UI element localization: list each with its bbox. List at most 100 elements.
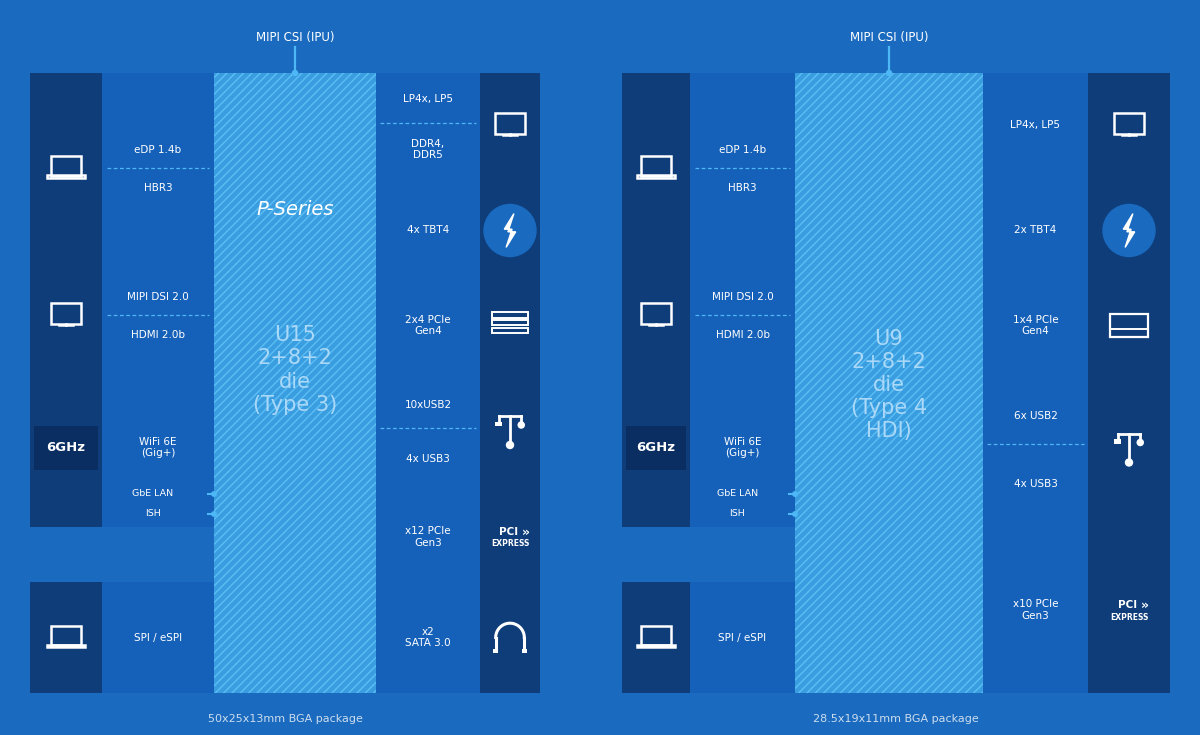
Bar — [622, 73, 690, 263]
Bar — [480, 178, 540, 283]
Bar — [794, 73, 983, 693]
Bar — [794, 73, 983, 693]
Text: x10 PCIe
Gen3: x10 PCIe Gen3 — [1013, 599, 1058, 621]
Bar — [622, 582, 690, 693]
Bar — [492, 320, 528, 326]
Circle shape — [887, 71, 892, 76]
Text: eDP 1.4b: eDP 1.4b — [134, 145, 181, 155]
Text: PCI: PCI — [1118, 600, 1138, 610]
Text: 10xUSB2: 10xUSB2 — [404, 400, 451, 410]
Circle shape — [1136, 439, 1144, 446]
Text: 50x25x13mm BGA package: 50x25x13mm BGA package — [208, 714, 362, 724]
Circle shape — [293, 71, 298, 76]
Bar — [492, 649, 498, 653]
Text: HDMI 2.0b: HDMI 2.0b — [131, 331, 185, 340]
Text: GbE LAN: GbE LAN — [132, 490, 174, 498]
Bar — [480, 582, 540, 693]
Text: eDP 1.4b: eDP 1.4b — [719, 145, 766, 155]
Circle shape — [1103, 204, 1154, 257]
Bar — [622, 527, 690, 582]
Circle shape — [793, 492, 797, 496]
Bar — [492, 312, 528, 318]
Bar — [983, 368, 1088, 527]
Bar — [102, 73, 214, 263]
Polygon shape — [1123, 214, 1135, 248]
Bar — [622, 368, 690, 527]
Bar — [102, 582, 214, 693]
Bar — [480, 283, 540, 368]
Text: HBR3: HBR3 — [144, 183, 173, 193]
Bar — [30, 263, 102, 368]
Bar — [983, 73, 1088, 178]
Text: PCI: PCI — [499, 527, 518, 537]
Text: MIPI CSI (IPU): MIPI CSI (IPU) — [256, 32, 335, 45]
Bar — [637, 645, 674, 648]
Circle shape — [506, 442, 514, 448]
Text: 28.5x19x11mm BGA package: 28.5x19x11mm BGA package — [814, 714, 979, 724]
Text: LP4x, LP5: LP4x, LP5 — [1010, 121, 1061, 131]
Bar — [626, 426, 686, 470]
Bar — [641, 626, 671, 645]
Text: EXPRESS: EXPRESS — [491, 539, 529, 548]
Bar — [1088, 283, 1170, 368]
Bar — [47, 175, 85, 178]
Text: MIPI CSI (IPU): MIPI CSI (IPU) — [850, 32, 929, 45]
Text: WiFi 6E
(Gig+): WiFi 6E (Gig+) — [724, 437, 761, 459]
Circle shape — [212, 512, 216, 516]
Text: 4x USB3: 4x USB3 — [1014, 479, 1057, 489]
Bar — [1088, 368, 1170, 527]
Bar — [690, 73, 796, 263]
Bar — [690, 582, 796, 693]
Text: 4x TBT4: 4x TBT4 — [407, 226, 449, 235]
Text: 4x USB3: 4x USB3 — [406, 453, 450, 464]
Bar — [480, 73, 540, 178]
Text: x12 PCIe
Gen3: x12 PCIe Gen3 — [406, 526, 451, 548]
Bar — [214, 73, 376, 693]
Text: MIPI DSI 2.0: MIPI DSI 2.0 — [712, 293, 773, 303]
Text: 6GHz: 6GHz — [636, 441, 676, 454]
Bar — [492, 328, 528, 334]
Text: ISH: ISH — [145, 509, 161, 518]
Polygon shape — [504, 214, 516, 248]
Bar — [30, 368, 102, 527]
Text: U9
2+8+2
die
(Type 4
HDI): U9 2+8+2 die (Type 4 HDI) — [851, 329, 928, 442]
Bar — [480, 368, 540, 492]
Bar — [641, 157, 671, 176]
Bar — [50, 157, 82, 176]
Bar — [34, 426, 98, 470]
Text: GbE LAN: GbE LAN — [716, 490, 758, 498]
Bar — [376, 73, 480, 178]
Bar — [983, 527, 1088, 693]
Bar — [690, 368, 796, 527]
Text: 2x TBT4: 2x TBT4 — [1014, 226, 1057, 235]
Bar — [480, 492, 540, 582]
Text: SPI / eSPI: SPI / eSPI — [134, 633, 182, 642]
Bar — [50, 626, 82, 645]
Circle shape — [1126, 459, 1133, 466]
Text: »: » — [522, 526, 529, 539]
Circle shape — [484, 204, 536, 257]
Text: MIPI DSI 2.0: MIPI DSI 2.0 — [127, 293, 188, 303]
Bar — [102, 527, 214, 582]
Bar — [1088, 178, 1170, 283]
Bar — [1088, 73, 1170, 178]
Text: P-Series: P-Series — [257, 201, 334, 220]
Bar — [641, 303, 671, 324]
Bar — [637, 175, 674, 178]
Bar — [690, 527, 796, 582]
Text: HBR3: HBR3 — [728, 183, 757, 193]
Bar — [1114, 440, 1121, 444]
Text: x2
SATA 3.0: x2 SATA 3.0 — [406, 627, 451, 648]
Text: SPI / eSPI: SPI / eSPI — [719, 633, 767, 642]
Text: 1x4 PCIe
Gen4: 1x4 PCIe Gen4 — [1013, 315, 1058, 337]
Text: EXPRESS: EXPRESS — [1110, 612, 1148, 622]
Bar — [102, 368, 214, 527]
Bar — [30, 73, 102, 263]
Bar — [30, 73, 540, 693]
Text: »: » — [1140, 598, 1148, 612]
Bar — [376, 178, 480, 283]
Bar — [983, 178, 1088, 283]
Text: 2x4 PCIe
Gen4: 2x4 PCIe Gen4 — [406, 315, 451, 337]
Text: ISH: ISH — [730, 509, 745, 518]
Bar — [622, 263, 690, 368]
